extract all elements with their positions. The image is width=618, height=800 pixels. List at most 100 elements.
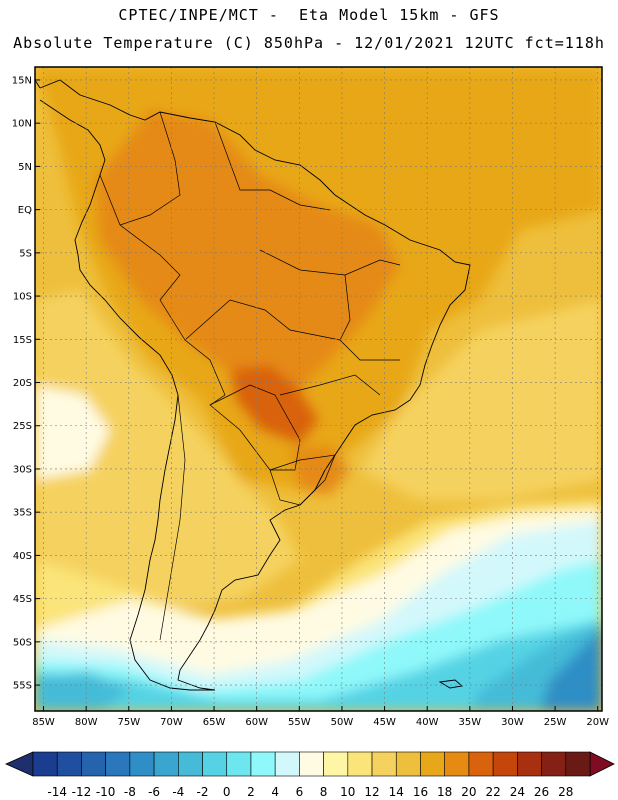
lat-tick-label: 10N bbox=[12, 119, 32, 130]
border-brazil-states-3 bbox=[339, 274, 400, 361]
colorbar: -14 -12 -10 -8 -6 -4 -2 0 2 4 6 8 10 12 14 16 18 20 22 24 26… bbox=[5, 751, 615, 799]
colorbar-label: -14 bbox=[47, 785, 67, 799]
lon-tick-label: 20W bbox=[586, 717, 609, 728]
field-0-2 bbox=[35, 620, 602, 711]
colorbar-swatch bbox=[153, 751, 179, 777]
field-6-8-west bbox=[35, 385, 110, 480]
map-frame bbox=[34, 66, 603, 712]
colorbar-label: 2 bbox=[247, 785, 255, 799]
lat-tick-label: 15N bbox=[12, 75, 32, 86]
lon-tick-label: 75W bbox=[117, 717, 140, 728]
colorbar-label: 0 bbox=[223, 785, 231, 799]
colorbar-swatch bbox=[420, 751, 445, 777]
colorbar-label: -12 bbox=[72, 785, 92, 799]
colorbar-swatch bbox=[371, 751, 397, 777]
country-borders bbox=[99, 111, 401, 641]
colorbar-label: 18 bbox=[437, 785, 452, 799]
lon-tick-label: 45W bbox=[373, 717, 396, 728]
lat-tick-label: 40S bbox=[13, 551, 32, 562]
lon-tick-label: 70W bbox=[160, 717, 183, 728]
border-bolivia bbox=[159, 299, 226, 406]
lat-tick-label: 10S bbox=[13, 292, 32, 303]
lat-tick-label: EQ bbox=[18, 205, 32, 216]
colorbar-swatch bbox=[517, 751, 542, 777]
border-colombia-venezuela bbox=[119, 111, 181, 226]
colorbar-swatch bbox=[492, 751, 518, 777]
gridlines bbox=[35, 67, 602, 711]
lon-tick-label: 65W bbox=[203, 717, 226, 728]
colorbar-label: 8 bbox=[320, 785, 328, 799]
axis-ticks: 15N 10N 5N EQ 5S 10S 15S 20S 25S 30S 35S 40S 45S 50S 5… bbox=[12, 75, 609, 728]
field-neg6-neg4 bbox=[540, 630, 602, 711]
field-14-16-east bbox=[360, 300, 602, 500]
colorbar-swatch bbox=[323, 751, 349, 777]
border-brazil-states-1 bbox=[184, 299, 341, 341]
field-22-24 bbox=[230, 365, 320, 445]
colorbar-swatch bbox=[565, 751, 591, 777]
colorbar-swatch bbox=[444, 751, 470, 777]
border-ecuador bbox=[99, 174, 121, 226]
colorbar-label: -2 bbox=[197, 785, 209, 799]
lon-tick-label: 40W bbox=[416, 717, 439, 728]
colorbar-label: 22 bbox=[485, 785, 500, 799]
colorbar-swatch bbox=[32, 751, 58, 777]
field-14-16 bbox=[35, 290, 300, 610]
lat-tick-label: 30S bbox=[13, 464, 32, 475]
map-subtitle: Absolute Temperature (C) 850hPa - 12/01/… bbox=[13, 34, 605, 52]
colorbar-swatch bbox=[274, 751, 300, 777]
field-neg2-0-west bbox=[35, 672, 130, 711]
colorbar-label: 12 bbox=[364, 785, 379, 799]
colorbar-swatch bbox=[202, 751, 228, 777]
colorbar-label: 24 bbox=[510, 785, 525, 799]
lon-tick-label: 85W bbox=[32, 717, 55, 728]
lon-tick-label: 55W bbox=[288, 717, 311, 728]
lon-tick-label: 50W bbox=[331, 717, 354, 728]
colorbar-swatch bbox=[299, 751, 324, 777]
colorbar-swatch bbox=[81, 751, 106, 777]
colorbar-label: 26 bbox=[534, 785, 549, 799]
border-brazil-states-4 bbox=[279, 374, 381, 396]
central-america-stub bbox=[34, 79, 41, 89]
colorbar-label: -10 bbox=[96, 785, 116, 799]
coastlines bbox=[34, 79, 471, 691]
temperature-map: 15N 10N 5N EQ 5S 10S 15S 20S 25S 30S 35S 40S 45S 50S 5… bbox=[12, 66, 609, 728]
lat-tick-label: 15S bbox=[13, 335, 32, 346]
colorbar-label: 28 bbox=[558, 785, 573, 799]
colorbar-label: 10 bbox=[340, 785, 355, 799]
colorbar-swatch bbox=[178, 751, 203, 777]
lat-tick-label: 25S bbox=[13, 421, 32, 432]
colorbar-swatch bbox=[129, 751, 155, 777]
border-peru-brazil bbox=[119, 224, 181, 301]
colorbar-swatch bbox=[347, 751, 373, 777]
colorbar-swatch bbox=[56, 751, 82, 777]
colorbar-label: 14 bbox=[389, 785, 404, 799]
lon-tick-label: 60W bbox=[245, 717, 268, 728]
temperature-field bbox=[35, 67, 602, 711]
lat-tick-label: 50S bbox=[13, 637, 32, 648]
border-guianas bbox=[214, 121, 331, 211]
colorbar-under-arrow bbox=[5, 751, 34, 777]
colorbar-over-arrow bbox=[589, 751, 615, 777]
border-chile-argentina bbox=[159, 394, 186, 641]
colorbar-labels: -14 -12 -10 -8 -6 -4 -2 0 2 4 6 8 10 12 14 16 18 20 22 24 26… bbox=[47, 785, 573, 799]
colorbar-label: 4 bbox=[271, 785, 279, 799]
colorbar-swatch bbox=[105, 751, 131, 777]
colorbar-swatch bbox=[541, 751, 567, 777]
continent-outline bbox=[39, 79, 471, 691]
lon-tick-label: 30W bbox=[501, 717, 524, 728]
border-uruguay bbox=[269, 454, 336, 506]
lat-tick-label: 35S bbox=[13, 508, 32, 519]
colorbar-label: 16 bbox=[413, 785, 428, 799]
colorbar-label: -6 bbox=[148, 785, 160, 799]
colorbar-label: -8 bbox=[124, 785, 136, 799]
lat-tick-label: 5N bbox=[18, 162, 32, 173]
colorbar-swatch bbox=[226, 751, 252, 777]
lon-tick-label: 25W bbox=[544, 717, 567, 728]
colorbar-label: 20 bbox=[461, 785, 476, 799]
lat-tick-label: 20S bbox=[13, 378, 32, 389]
lat-tick-label: 45S bbox=[13, 594, 32, 605]
colorbar-boxes bbox=[5, 751, 615, 777]
lon-tick-label: 80W bbox=[75, 717, 98, 728]
border-paraguay bbox=[209, 384, 301, 471]
colorbar-label: 6 bbox=[296, 785, 304, 799]
